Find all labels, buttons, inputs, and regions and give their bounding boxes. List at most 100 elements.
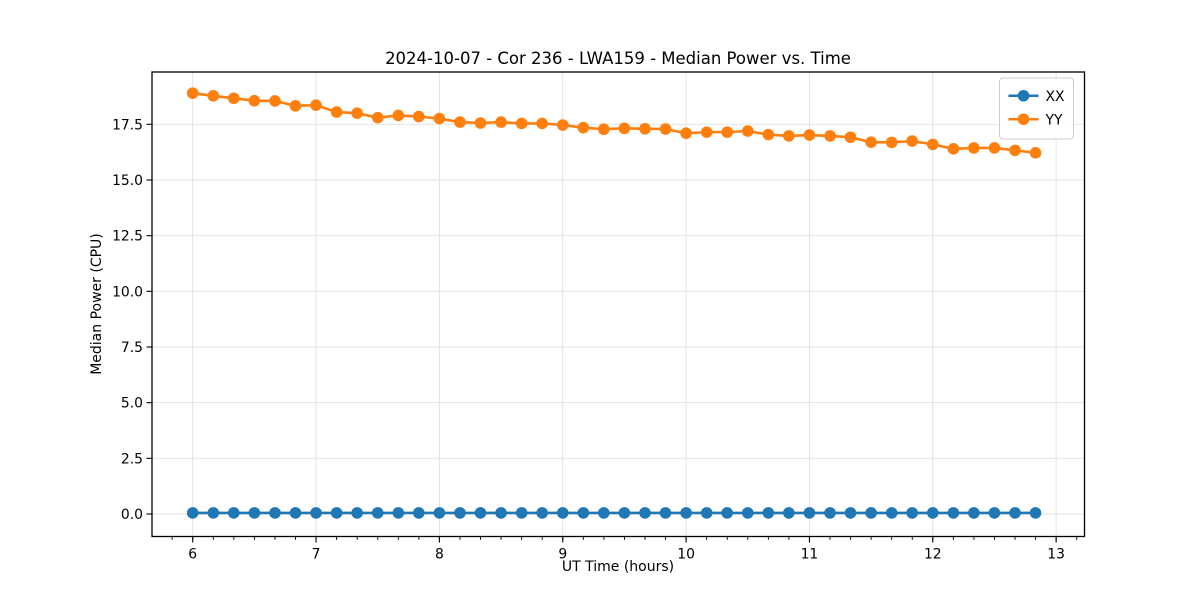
series-marker-xx (495, 507, 507, 519)
y-tick-label: 15.0 (112, 173, 143, 189)
series-marker-xx (885, 507, 898, 519)
series-marker-xx (1009, 507, 1021, 519)
legend: XX YY (999, 77, 1074, 140)
series-marker-yy (536, 117, 548, 130)
series-marker-yy (495, 116, 507, 128)
series-marker-xx (926, 507, 939, 519)
series-marker-yy (310, 99, 322, 111)
series-marker-xx (474, 507, 487, 519)
series-marker-yy (598, 123, 610, 136)
series-marker-yy (885, 136, 898, 149)
series-marker-yy (844, 131, 857, 144)
series-marker-yy (618, 122, 631, 135)
series-marker-xx (968, 507, 980, 519)
series-marker-xx (1029, 507, 1042, 519)
series-marker-xx (310, 507, 322, 519)
series-marker-yy (269, 95, 281, 107)
series-marker-xx (659, 507, 672, 519)
series-marker-xx (269, 507, 281, 519)
series-marker-yy (474, 117, 487, 129)
data-series (186, 87, 1042, 519)
series-marker-xx (762, 507, 775, 519)
x-axis-label: UT Time (hours) (562, 559, 674, 575)
series-marker-yy (824, 130, 836, 142)
series-marker-xx (536, 507, 548, 519)
series-marker-xx (700, 507, 713, 519)
series-marker-xx (556, 507, 569, 519)
series-marker-xx (865, 507, 877, 519)
series-marker-yy (556, 119, 569, 131)
series-marker-yy (803, 129, 816, 141)
x-tick-label: 8 (435, 547, 444, 563)
series-marker-xx (392, 507, 405, 519)
legend-box (999, 77, 1074, 140)
series-marker-yy (680, 127, 692, 140)
series-marker-yy (968, 142, 980, 154)
y-tick-label: 10.0 (112, 284, 143, 300)
series-marker-yy (412, 110, 425, 123)
series-marker-yy (721, 126, 733, 138)
series-marker-yy (947, 143, 960, 155)
series-marker-yy (289, 100, 302, 112)
series-marker-xx (227, 507, 240, 519)
series-marker-xx (947, 507, 960, 519)
x-tick-label: 11 (801, 547, 819, 563)
legend-label: YY (1045, 112, 1063, 128)
series-marker-yy (1029, 147, 1042, 159)
series-marker-yy (207, 90, 220, 102)
series-marker-xx (844, 507, 857, 519)
series-marker-yy (351, 107, 363, 119)
y-axis-label: Median Power (CPU) (89, 233, 105, 375)
series-marker-xx (577, 507, 590, 519)
series-marker-xx (412, 507, 425, 519)
series-marker-xx (988, 507, 1001, 519)
series-marker-xx (186, 507, 199, 519)
series-marker-yy (865, 136, 877, 148)
x-tick-label: 10 (677, 547, 695, 563)
legend-marker-sample (1017, 89, 1030, 102)
series-marker-yy (577, 121, 590, 134)
series-marker-yy (248, 94, 261, 107)
series-marker-yy (1009, 144, 1021, 157)
chart-title: 2024-10-07 - Cor 236 - LWA159 - Median P… (385, 49, 851, 68)
series-marker-yy (371, 111, 384, 124)
series-marker-xx (618, 507, 631, 519)
legend-marker-sample (1017, 113, 1030, 126)
x-tick-label: 9 (558, 547, 567, 563)
series-marker-yy (454, 116, 466, 128)
series-marker-xx (906, 507, 918, 519)
series-marker-xx (680, 507, 692, 519)
series-marker-yy (700, 126, 713, 138)
series-marker-yy (741, 125, 754, 137)
series-marker-xx (783, 507, 795, 519)
series-marker-yy (392, 109, 405, 122)
series-marker-yy (639, 122, 651, 135)
plot-border (151, 71, 1086, 538)
series-marker-xx (824, 507, 836, 519)
series-marker-yy (433, 112, 446, 125)
y-tick-label: 7.5 (121, 340, 143, 356)
series-marker-yy (762, 128, 775, 141)
gridlines (152, 72, 1085, 537)
y-tick-label: 2.5 (121, 451, 143, 467)
series-marker-xx (639, 507, 651, 519)
series-marker-yy (926, 138, 939, 151)
x-tick-label: 7 (312, 547, 321, 563)
y-tick-label: 12.5 (112, 229, 143, 245)
series-marker-xx (248, 507, 261, 519)
axis-ticks: 0.0 2.5 5.0 7.5 10.0 12.5 15.0 17.5 6 7 8 9 10 11 12 13 (112, 117, 1078, 563)
x-tick-label: 13 (1047, 547, 1065, 563)
series-marker-xx (289, 507, 302, 519)
series-marker-xx (803, 507, 816, 519)
series-marker-yy (659, 123, 672, 135)
series-marker-xx (351, 507, 363, 519)
series-marker-yy (186, 87, 199, 99)
series-marker-yy (515, 117, 528, 130)
series-marker-xx (433, 507, 446, 519)
series-marker-xx (598, 507, 610, 519)
y-tick-label: 17.5 (112, 117, 143, 133)
series-marker-xx (741, 507, 754, 519)
series-marker-xx (721, 507, 733, 519)
